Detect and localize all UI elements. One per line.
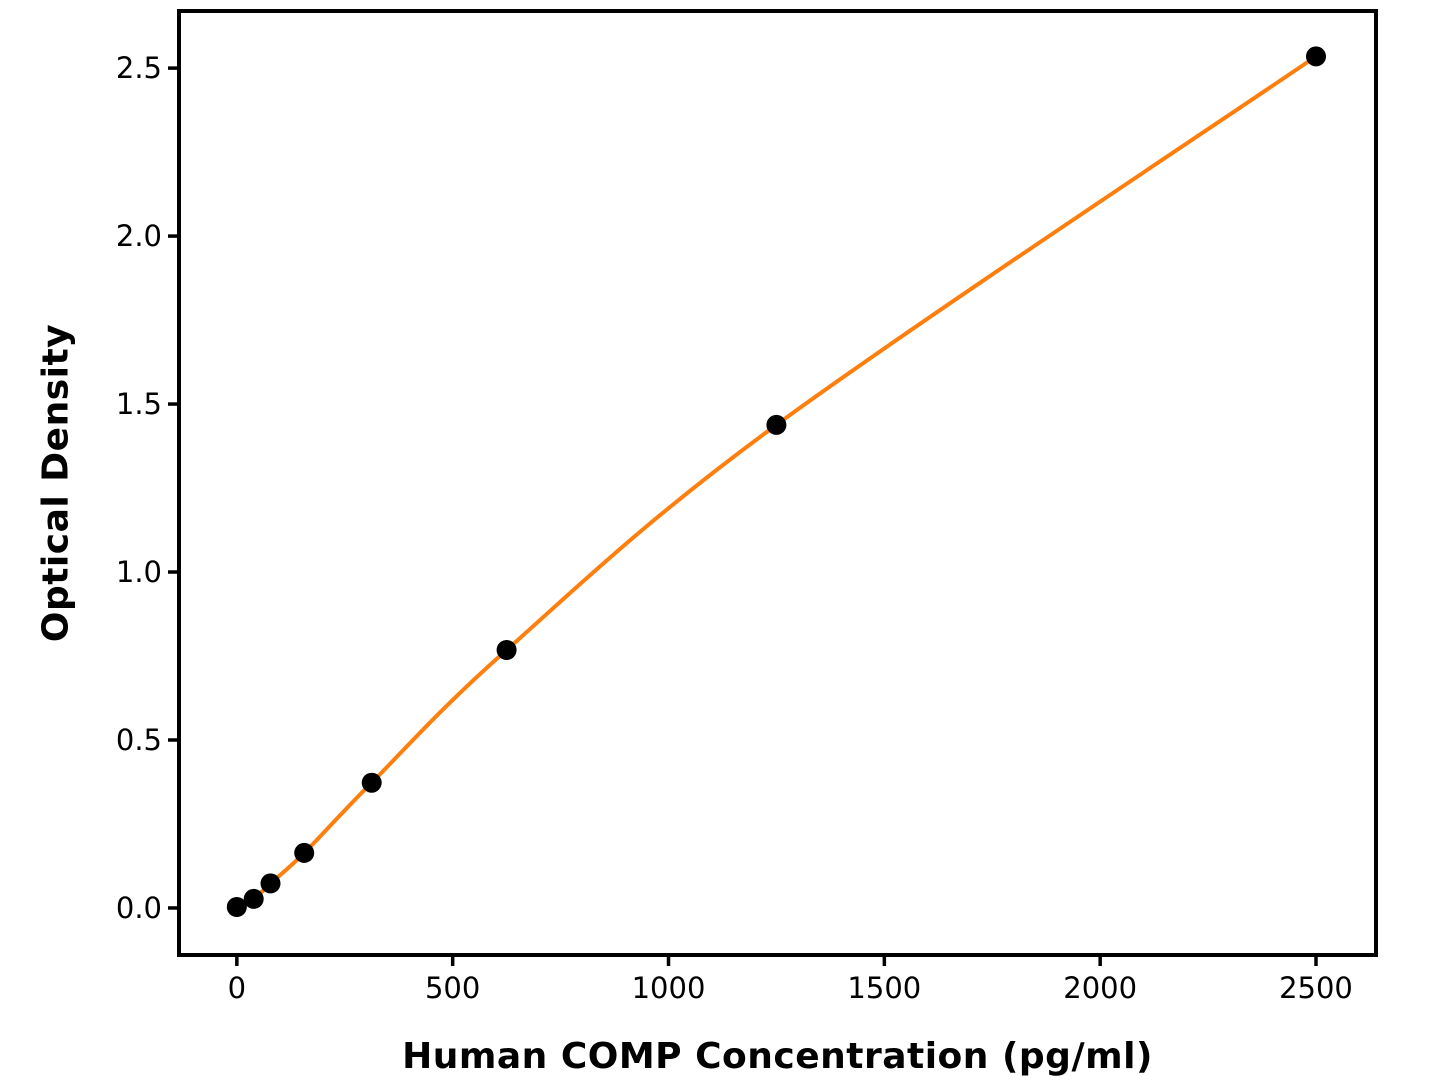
data-point-marker — [496, 640, 517, 660]
data-point-marker — [294, 842, 315, 863]
fit-curve-line — [234, 54, 1318, 909]
y-axis-label: Optical Density — [35, 323, 77, 643]
data-point-marker — [361, 772, 382, 793]
data-point-marker — [243, 888, 264, 909]
y-tick-label: 0.5 — [116, 723, 162, 757]
x-tick-label: 0 — [228, 971, 246, 1005]
y-tick-label: 1.0 — [116, 555, 162, 589]
data-point-marker — [1306, 46, 1326, 67]
data-point-marker — [260, 873, 281, 894]
x-tick-label: 2000 — [1063, 971, 1137, 1005]
data-point-marker — [226, 897, 247, 917]
y-tick-label: 2.0 — [116, 219, 162, 253]
x-tick-label: 2500 — [1279, 971, 1353, 1005]
y-tick-label: 1.5 — [116, 387, 162, 421]
x-tick-label: 1500 — [847, 971, 921, 1005]
x-tick-label: 1000 — [632, 971, 706, 1005]
data-point-marker — [766, 414, 787, 435]
x-tick-label: 500 — [425, 971, 480, 1005]
y-tick-label: 0.0 — [116, 891, 162, 925]
x-axis-label: Human COMP Concentration (pg/ml) — [402, 1036, 1153, 1077]
plot-border-spines — [177, 9, 1378, 957]
y-tick-label: 2.5 — [116, 51, 162, 85]
